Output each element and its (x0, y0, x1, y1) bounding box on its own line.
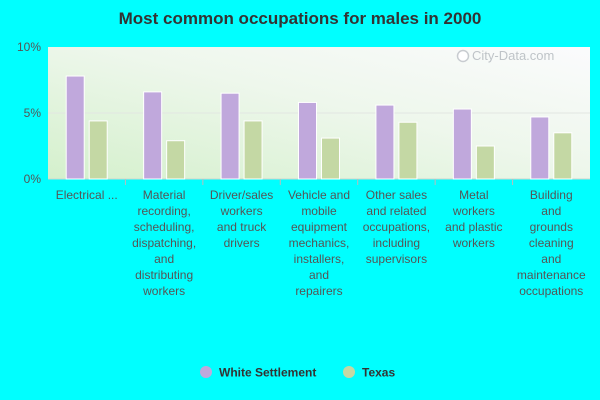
x-tick-label: mechanics, (289, 236, 350, 250)
x-tick-label: supervisors (366, 252, 427, 266)
x-tick-label: scheduling, (134, 220, 195, 234)
x-tick-label: Driver/sales (210, 188, 273, 202)
x-tick-label: occupations, (363, 220, 430, 234)
x-tick-label: Metal (459, 188, 488, 202)
x-tick-label: distributing (135, 268, 193, 282)
y-tick-label: 0% (24, 172, 42, 186)
x-tick-label: dispatching, (132, 236, 196, 250)
bar-texas (475, 145, 495, 180)
chart-title: Most common occupations for males in 200… (119, 9, 482, 28)
x-tick-label: workers (452, 204, 495, 218)
bar-texas (321, 137, 340, 180)
x-tick-label: workers (142, 284, 185, 298)
x-tick-label: occupations (519, 284, 583, 298)
x-tick-label: Building (530, 188, 573, 202)
x-tick-label: Electrical ... (56, 188, 118, 202)
x-tick-label: cleaning (529, 236, 574, 250)
x-tick-label: maintenance (517, 268, 586, 282)
x-tick-label: mobile (301, 204, 337, 218)
x-tick-label: installers, (294, 252, 345, 266)
bar-texas (243, 120, 263, 180)
bar-texas (166, 140, 186, 180)
x-tick-label: and related (366, 204, 426, 218)
legend: White Settlement Texas (200, 366, 395, 380)
x-tick-label: and plastic (445, 220, 502, 234)
bar-texas (553, 132, 573, 180)
x-tick-label: equipment (291, 220, 348, 234)
x-tick-label: recording, (137, 204, 190, 218)
watermark-icon (456, 49, 470, 63)
x-tick-label: grounds (530, 220, 573, 234)
x-tick-label: workers (452, 236, 495, 250)
bar-white-settlement (530, 116, 550, 180)
bar-white-settlement (375, 104, 395, 180)
x-tick-label: and (309, 268, 329, 282)
legend-label: White Settlement (219, 366, 316, 380)
bar-white-settlement (220, 92, 240, 180)
legend-label: Texas (362, 366, 395, 380)
bar-white-settlement (143, 91, 163, 180)
legend-swatch (200, 366, 212, 378)
legend-swatch (343, 366, 355, 378)
bar-white-settlement (452, 108, 472, 180)
y-tick-label: 10% (17, 40, 41, 54)
x-tick-label: drivers (224, 236, 260, 250)
x-tick-label: including (373, 236, 420, 250)
x-tick-label: Material (143, 188, 186, 202)
bar-texas (398, 121, 418, 180)
bars (65, 75, 573, 180)
x-tick-label: Other sales (366, 188, 427, 202)
watermark: City-Data.com (456, 48, 554, 63)
x-axis-labels: Electrical ... Material recording, scheduli… (56, 188, 586, 298)
x-tick-label: and truck (217, 220, 267, 234)
y-axis-ticks: 0% 5% 10% (17, 40, 41, 186)
x-tick-label: Vehicle and (288, 188, 350, 202)
x-tick-label: workers (220, 204, 263, 218)
x-tick-label: repairers (295, 284, 342, 298)
watermark-text: City-Data.com (472, 48, 554, 63)
grid-lines (48, 112, 590, 185)
bar-texas (88, 120, 108, 180)
x-tick-label: and (541, 252, 561, 266)
bar-white-settlement (298, 101, 317, 180)
bar-white-settlement (65, 75, 85, 180)
y-tick-label: 5% (24, 106, 42, 120)
x-tick-label: and (154, 252, 174, 266)
x-tick-label: and (541, 204, 561, 218)
